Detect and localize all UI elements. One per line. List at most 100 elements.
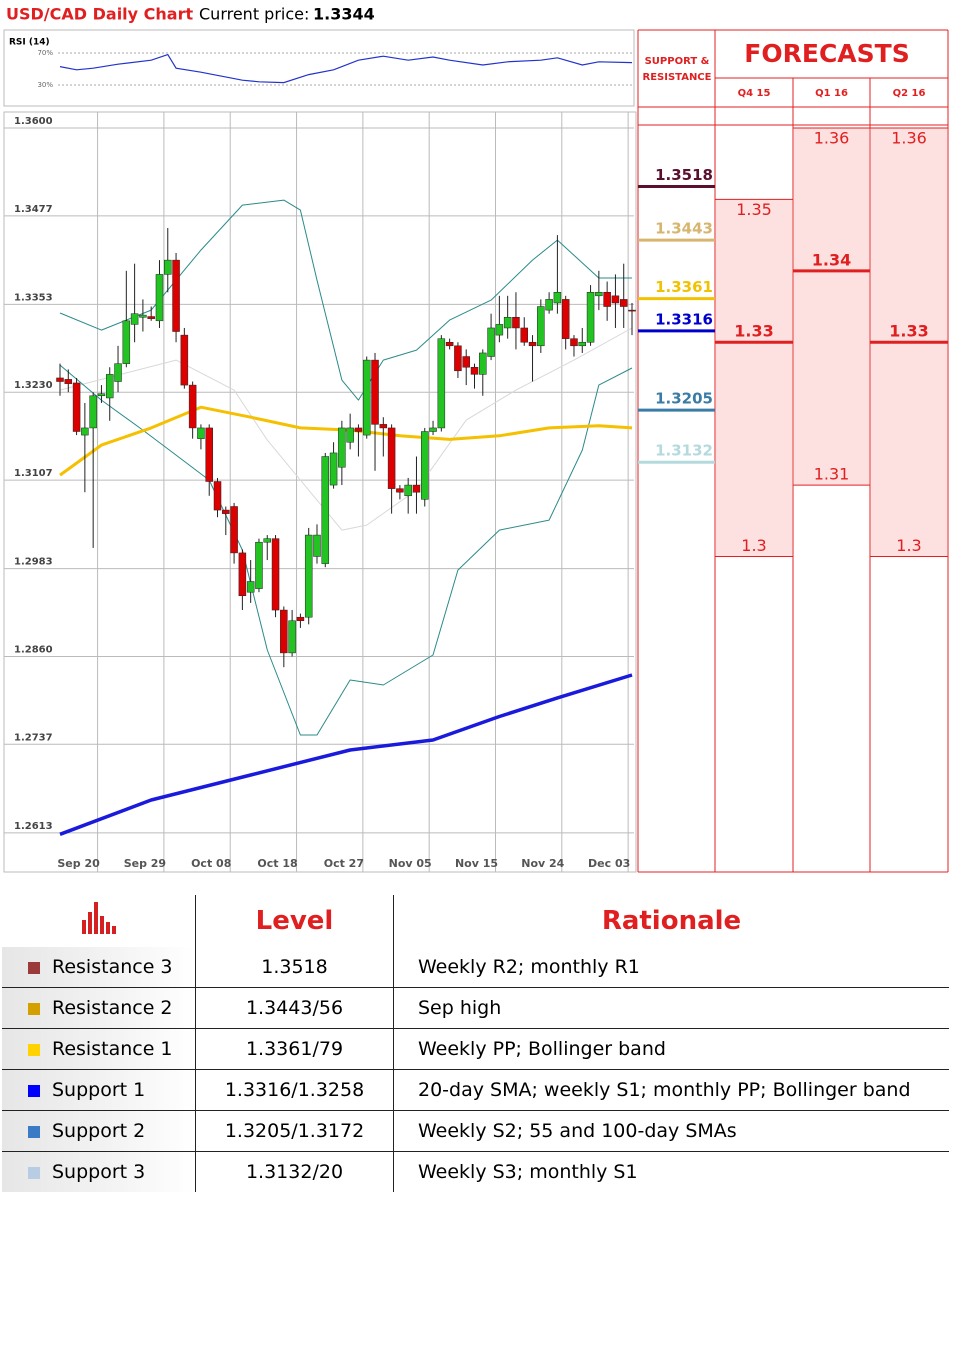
row-level: 1.3132/20 [195, 1151, 394, 1192]
candle-body [537, 306, 545, 347]
candle-body [371, 359, 379, 425]
candle-body [288, 620, 296, 654]
candle-body [130, 313, 139, 325]
candle-body [437, 338, 446, 429]
candle-body [387, 427, 396, 489]
row-name: Resistance 3 [52, 956, 173, 978]
candle-body [97, 393, 106, 397]
color-square [28, 1167, 40, 1179]
forecast-label: 1.33 [889, 322, 928, 341]
forecast-quarter: Q1 16 [815, 88, 848, 99]
level-label: 1.3316 [655, 310, 713, 328]
table-row: Resistance 2 1.3443/56 Sep high [2, 987, 949, 1029]
row-name-cell: Support 3 [2, 1151, 196, 1192]
overlay-line [59, 327, 633, 531]
candle-body [545, 299, 553, 311]
candle-body [230, 506, 238, 554]
y-tick-label: 1.3107 [14, 468, 53, 479]
candle-body [147, 316, 155, 319]
candle-body [64, 379, 73, 384]
x-tick-label: Oct 18 [257, 857, 297, 870]
candle-body [346, 427, 354, 443]
row-name: Support 1 [52, 1079, 146, 1101]
y-tick-label: 1.3477 [14, 204, 53, 215]
candle-body [81, 427, 89, 436]
candle-body [561, 299, 570, 339]
forecast-label: 1.35 [736, 200, 772, 219]
candle-body [362, 359, 371, 436]
candle-body [321, 456, 330, 564]
candle-body [164, 259, 172, 275]
x-tick-label: Nov 15 [455, 857, 498, 870]
row-level: 1.3518 [195, 947, 394, 988]
forecast-quarter: Q4 15 [738, 88, 771, 99]
table-row: Support 1 1.3316/1.3258 20-day SMA; weekly… [2, 1069, 949, 1111]
forecasts-title: FORECASTS [744, 39, 909, 68]
candle-body [105, 374, 114, 399]
candle-body [180, 334, 189, 386]
row-level: 1.3443/56 [195, 987, 394, 1029]
candle-body [396, 488, 404, 493]
candle-body [586, 292, 595, 343]
candle-body [139, 314, 147, 318]
candle-body [570, 338, 578, 347]
table-header: Level Rationale [2, 895, 949, 947]
y-tick-label: 1.2860 [14, 644, 53, 655]
levels-table: Level Rationale Resistance 3 1.3518 Weekly… [2, 895, 949, 1192]
candle-body [296, 616, 305, 622]
row-name-cell: Resistance 3 [2, 947, 196, 988]
row-name-cell: Resistance 2 [2, 987, 196, 1029]
y-tick-label: 1.3230 [14, 380, 53, 391]
candle-body [197, 427, 205, 439]
x-tick-label: Oct 08 [191, 857, 231, 870]
candle-body [56, 377, 64, 382]
candle-body [495, 324, 504, 336]
candle-body [280, 609, 288, 654]
row-rationale: Weekly S3; monthly S1 [418, 1161, 638, 1183]
plot-area [3, 111, 637, 873]
level-label: 1.3132 [655, 442, 713, 460]
candle-body [172, 259, 180, 332]
row-rationale: Weekly S2; 55 and 100-day SMAs [393, 1110, 949, 1152]
chart-title: USD/CAD Daily Chart [6, 5, 193, 24]
row-level: 1.3316/1.3258 [195, 1069, 394, 1111]
forecast-frame [637, 29, 949, 873]
row-rationale: Weekly PP; Bollinger band [393, 1028, 949, 1070]
candle-body [520, 327, 528, 343]
candle-body [313, 534, 321, 557]
candle-body [503, 316, 512, 329]
header-icon [2, 895, 196, 947]
candle-body [528, 341, 537, 347]
row-name: Support 3 [52, 1161, 146, 1183]
candle-body [404, 484, 412, 497]
candle-body [487, 327, 495, 357]
candle-body [628, 309, 636, 312]
candle-body [114, 363, 122, 382]
candle-body [304, 534, 313, 618]
x-tick-label: Sep 20 [57, 857, 100, 870]
y-tick-label: 1.3600 [14, 116, 53, 127]
candle-body [595, 292, 603, 297]
forecast-label: 1.31 [814, 465, 850, 484]
candle-body [421, 431, 429, 500]
forecast-range [794, 127, 869, 486]
candle-body [89, 395, 97, 429]
price-label: Current price: [199, 5, 309, 24]
rsi-tick-label: 30% [37, 81, 53, 89]
forecast-label: 1.34 [812, 250, 851, 269]
row-name: Resistance 2 [52, 997, 173, 1019]
y-tick-label: 1.2737 [14, 732, 53, 743]
y-tick-label: 1.2613 [14, 821, 53, 832]
y-tick-label: 1.2983 [14, 557, 53, 568]
x-tick-label: Sep 29 [124, 857, 166, 870]
candle-body [213, 481, 222, 511]
candle-body [454, 345, 462, 372]
x-tick-label: Oct 27 [324, 857, 364, 870]
color-square [28, 1003, 40, 1015]
chart: USD/CAD Daily Chart Current price: 1.334… [3, 5, 949, 873]
overlay-line [59, 364, 633, 736]
table-row: Resistance 1 1.3361/79 Weekly PP; Bollinge… [2, 1028, 949, 1070]
overlay-line [59, 199, 632, 401]
candle-body [329, 452, 338, 486]
